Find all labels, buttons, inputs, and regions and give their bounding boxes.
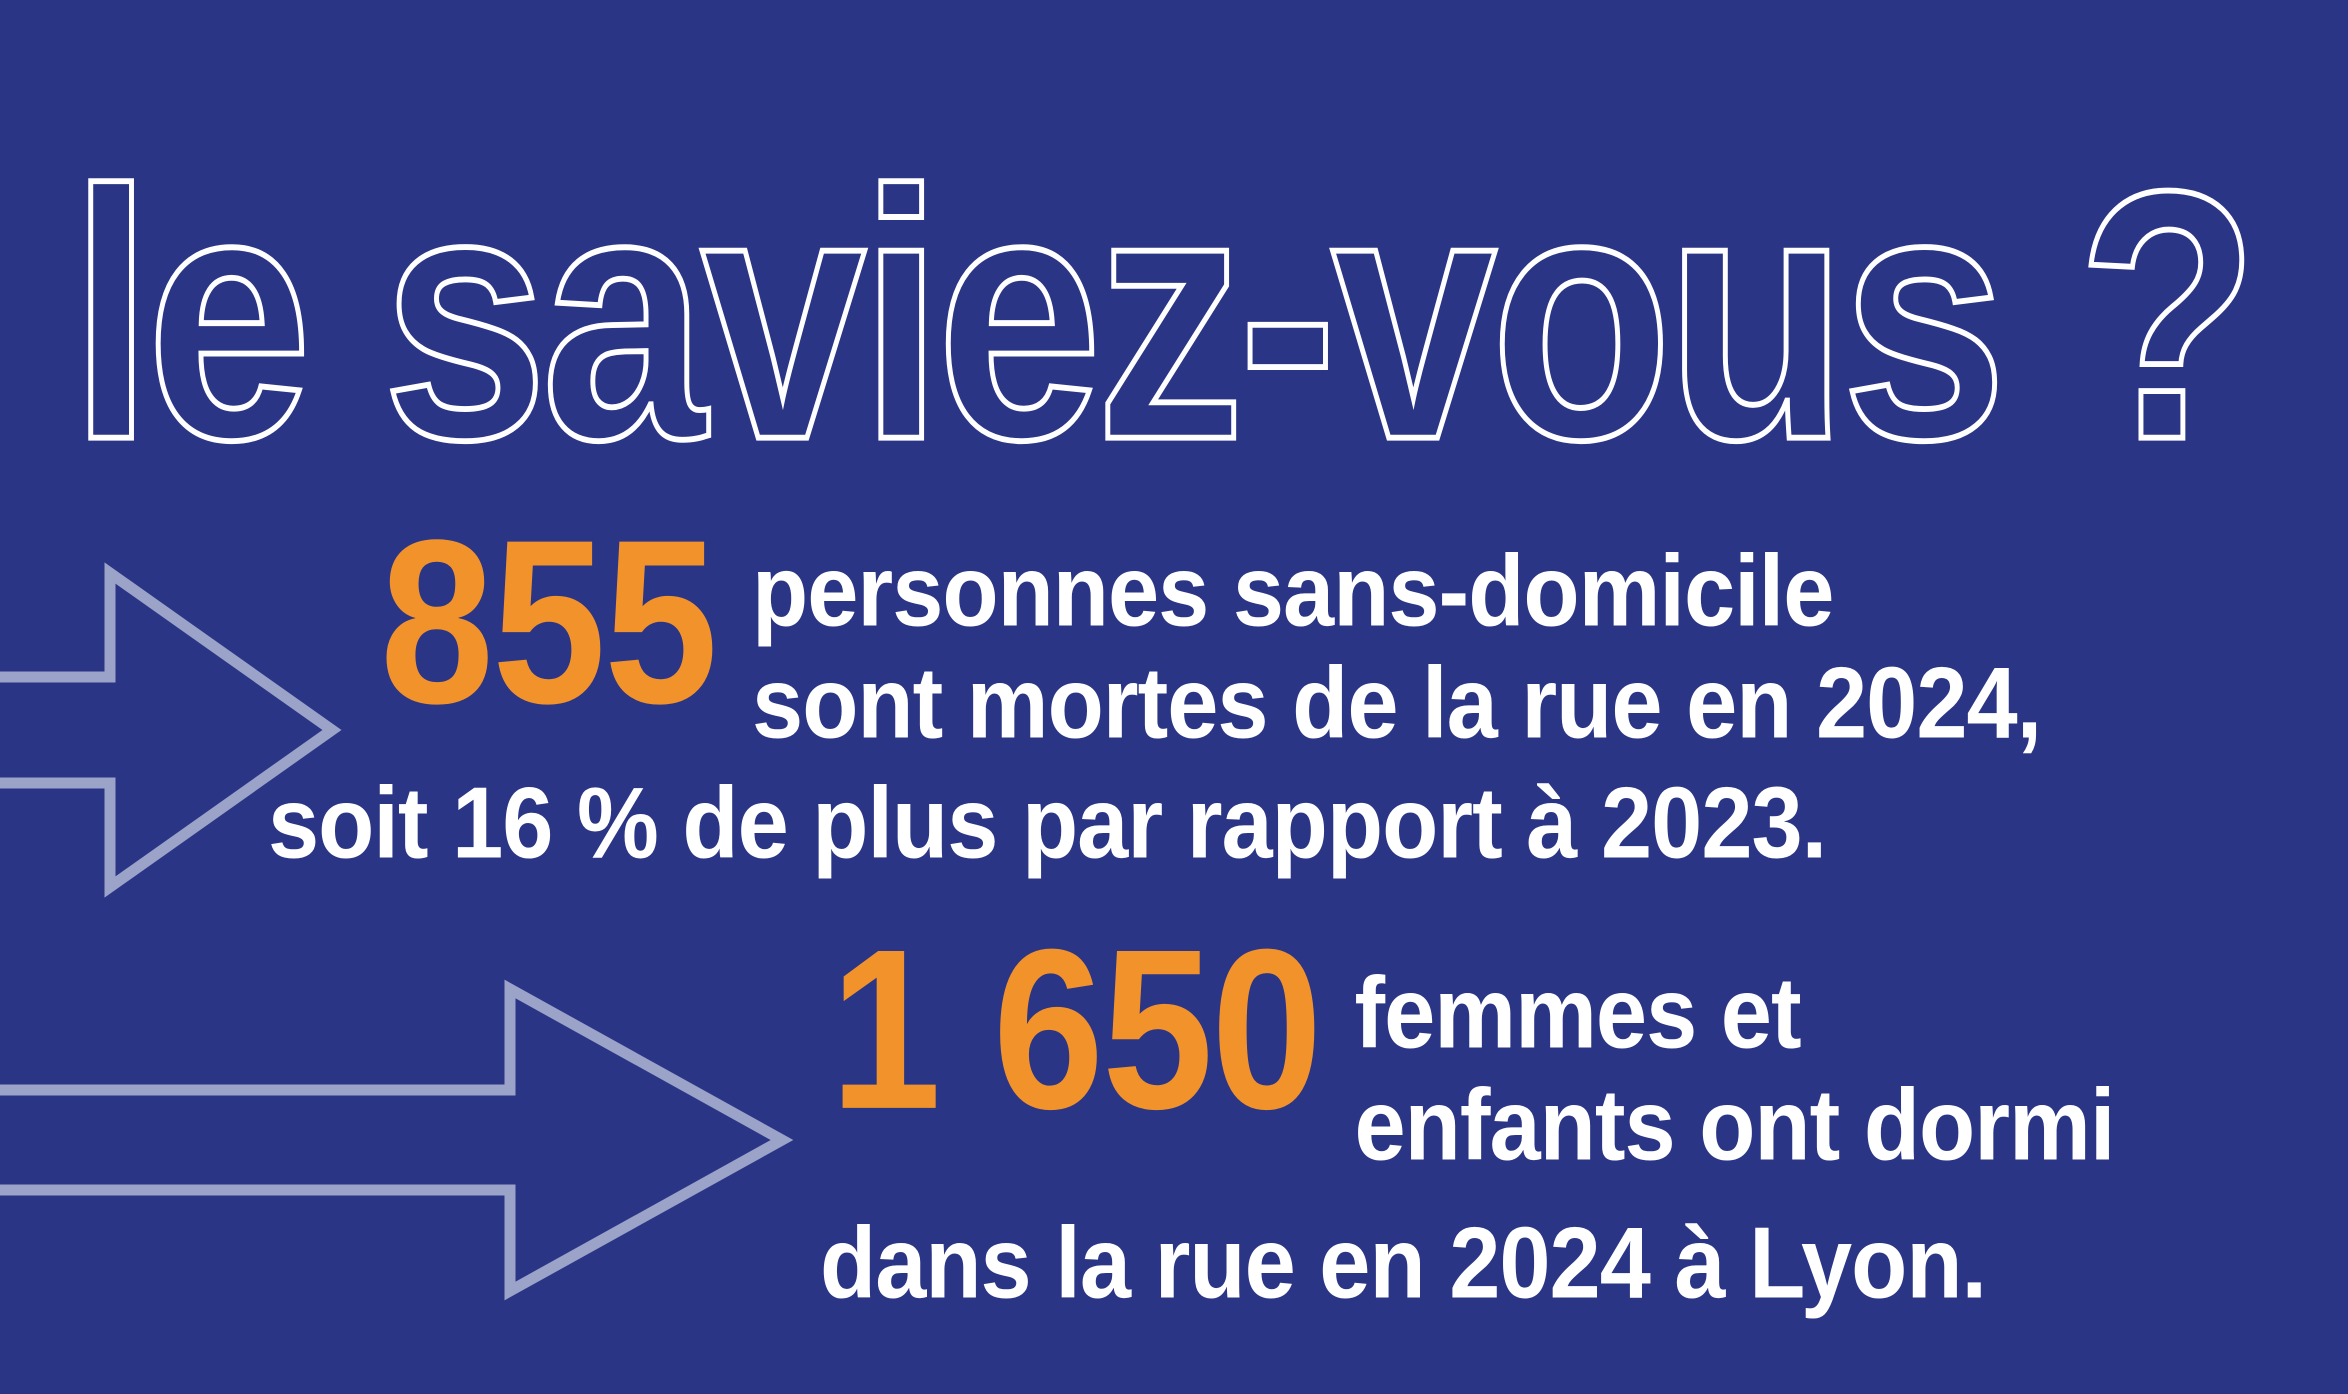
- stat-1-lines: personnes sans-domicile sont mortes de l…: [752, 520, 2210, 760]
- stat-block-1: 855 personnes sans-domicile sont mortes …: [268, 491, 2210, 880]
- stat-2-tail-line: dans la rue en 2024 à Lyon.: [820, 1207, 1987, 1321]
- headline-container: le saviez-vous ?: [68, 135, 2270, 495]
- stat-1-line-1: personnes sans-domicile: [752, 535, 1834, 648]
- stat-1-tail-wrap: soit 16 % de plus par rapport à 2023.: [268, 762, 2210, 880]
- stat-1-line-2: sont mortes de la rue en 2024,: [752, 647, 2042, 760]
- stat-1-head: 855 personnes sans-domicile sont mortes …: [380, 491, 2210, 760]
- stat-2-lines: femmes et enfants ont dormi: [1354, 930, 2271, 1182]
- stat-1-tail-line: soit 16 % de plus par rapport à 2023.: [268, 767, 1827, 881]
- stat-2-line-2: enfants ont dormi: [1354, 1069, 2116, 1182]
- stat-block-2: 1 650 femmes et enfants ont dormi dans l…: [820, 902, 2271, 1320]
- stat-1-number: 855: [380, 491, 718, 753]
- stat-2-head: 1 650 femmes et enfants ont dormi: [830, 902, 2271, 1182]
- stat-2-number: 1 650: [830, 902, 1322, 1157]
- stat-2-tail-wrap: dans la rue en 2024 à Lyon.: [820, 1202, 2270, 1320]
- right-arrow-icon-2: [0, 975, 800, 1305]
- stat-2-line-1: femmes et: [1354, 957, 1802, 1070]
- page-title: le saviez-vous ?: [68, 116, 2262, 514]
